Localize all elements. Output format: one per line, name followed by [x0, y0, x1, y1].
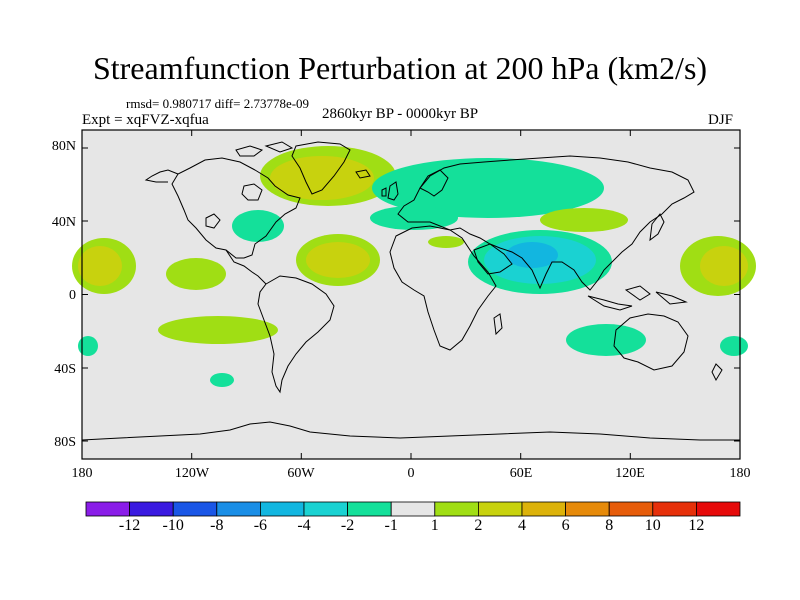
lat-label-40n: 40N: [51, 215, 76, 230]
map-panel: [72, 129, 756, 460]
coast-new-zealand: [711, 363, 723, 382]
colorbar-label: -1: [384, 517, 398, 534]
colorbar-swatch: [565, 501, 610, 517]
colorbar-swatch: [216, 501, 261, 517]
colorbar: [85, 501, 741, 517]
colorbar-label: 4: [518, 517, 526, 534]
coast-madagascar: [493, 313, 503, 336]
coast-arabia: [473, 243, 513, 275]
colorbar-label: -2: [340, 517, 355, 534]
contour-nw-atlantic: [232, 210, 284, 242]
colorbar-swatch: [608, 501, 654, 517]
colorbar-swatch: [434, 501, 479, 517]
stats-line: rmsd= 0.980717 diff= 2.73778e-09: [126, 96, 310, 111]
colorbar-label: 1: [430, 517, 439, 534]
contour-south-pacific: [158, 316, 278, 344]
coast-scandinavia: [419, 169, 449, 197]
lon-label-0: 0: [407, 466, 415, 481]
contour-north-eurasia: [372, 158, 604, 218]
lat-label-80s: 80S: [54, 435, 76, 450]
coast-greenland: [291, 141, 351, 195]
coast-antarctica: [81, 421, 740, 441]
lon-label-60e: 60E: [509, 466, 533, 481]
colorbar-label: -8: [210, 517, 224, 534]
lon-label-120e: 120E: [615, 466, 645, 481]
colorbar-label: 8: [605, 517, 614, 534]
contour-central-asia: [540, 208, 628, 232]
coast-iceland: [355, 169, 371, 179]
contour-mediterranean: [428, 236, 464, 248]
colorbar-swatch: [85, 501, 130, 517]
contour-east-pacific-inner: [700, 246, 748, 286]
contour-west-pacific-inner: [78, 246, 122, 286]
colorbar-swatch: [303, 501, 348, 517]
contour-atlantic-inner: [306, 242, 370, 278]
contour-indian-ocean: [566, 324, 646, 356]
contour-east-edge-south: [720, 336, 748, 356]
colorbar-swatch: [390, 501, 436, 517]
colorbar-swatch: [521, 501, 566, 517]
coast-great-lakes: [205, 213, 221, 229]
colorbar-swatch: [172, 501, 218, 517]
contour-west-edge-south: [78, 336, 98, 356]
coast-british-isles: [381, 181, 399, 201]
colorbar-label: 2: [474, 517, 483, 534]
colorbar-label: -4: [297, 517, 311, 534]
contour-europe: [370, 206, 458, 230]
coast-alaska: [144, 169, 179, 183]
coast-north-america: [171, 157, 301, 259]
contour-greenland-inner: [270, 156, 374, 200]
colorbar-swatch: [477, 501, 523, 517]
axis-ticks: [81, 130, 741, 459]
colorbar-swatch: [259, 501, 305, 517]
coast-indonesia: [587, 285, 688, 311]
colorbar-swatch: [652, 501, 697, 517]
contour-india-core: [506, 242, 558, 268]
colorbar-label: -12: [118, 517, 141, 534]
colorbar-label: 6: [561, 517, 570, 534]
lon-label-180w: 180: [71, 466, 93, 481]
coast-australia: [613, 313, 689, 371]
colorbar-label: -6: [253, 517, 268, 534]
experiment-label: Expt = xqFVZ-xqfua: [82, 112, 209, 128]
colorbar-label: 10: [644, 517, 661, 534]
coastlines: [81, 141, 740, 441]
colorbar-swatch: [129, 501, 174, 517]
contour-southern-ocean: [210, 373, 234, 387]
coast-central-america: [225, 249, 267, 285]
chart-title: Streamfunction Perturbation at 200 hPa (…: [92, 50, 708, 86]
season-label: DJF: [708, 112, 734, 128]
contour-pacific-sub: [166, 258, 226, 290]
colorbar-label: 12: [688, 517, 705, 534]
lat-label-eq: 0: [69, 288, 76, 303]
colorbar-swatch: [696, 501, 741, 517]
streamfunction-contours: [72, 146, 756, 387]
coast-hudson-bay: [241, 183, 263, 201]
lat-label-80n: 80N: [51, 139, 76, 154]
lon-label-60w: 60W: [287, 466, 315, 481]
coast-eurasia: [397, 155, 695, 291]
coast-arctic-islands: [235, 141, 294, 157]
lat-label-40s: 40S: [54, 362, 76, 377]
lon-label-120w: 120W: [174, 466, 210, 481]
colorbar-label: -10: [162, 517, 184, 534]
coast-south-america: [257, 275, 335, 394]
lon-label-180e: 180: [729, 466, 751, 481]
coast-africa: [389, 225, 497, 351]
colorbar-swatch: [347, 501, 392, 517]
coast-japan: [649, 213, 665, 242]
time-range-subtitle: 2860kyr BP - 0000kyr BP: [321, 106, 479, 122]
